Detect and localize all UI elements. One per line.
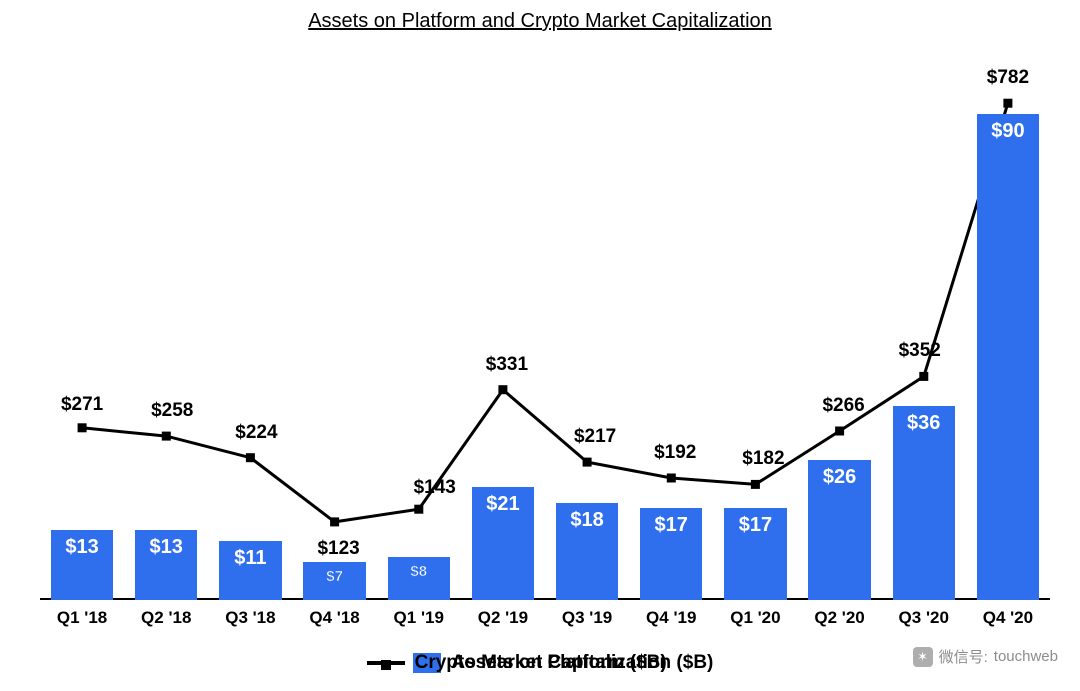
bar: $90 [977, 114, 1039, 600]
bar-value-label: $21 [472, 493, 534, 516]
bar-value-label: $36 [893, 412, 955, 435]
line-value-label: $266 [822, 395, 864, 417]
line-value-label: $192 [654, 442, 696, 464]
watermark-prefix: 微信号: [939, 646, 988, 667]
line-value-label: $217 [574, 426, 616, 448]
line-value-label: $352 [899, 340, 941, 362]
line-value-label: $271 [61, 394, 103, 416]
bar: $11 [219, 541, 281, 600]
bar-value-label: $90 [977, 120, 1039, 143]
line-marker [246, 453, 255, 462]
line-marker [667, 474, 676, 483]
wechat-icon: ✶ [913, 647, 933, 667]
legend-line-swatch [367, 661, 405, 665]
line-value-label: $182 [742, 448, 784, 470]
chart-title: Assets on Platform and Crypto Market Cap… [0, 10, 1080, 33]
x-tick-label: Q1 '20 [713, 608, 797, 628]
line-marker [414, 505, 423, 514]
line-marker [583, 458, 592, 467]
line-marker [751, 480, 760, 489]
bar: $13 [135, 530, 197, 600]
line-marker [1003, 99, 1012, 108]
bar-value-label: $8 [388, 563, 450, 580]
x-tick-label: Q4 '20 [966, 608, 1050, 628]
bar: $21 [472, 487, 534, 600]
line-value-label: $143 [414, 477, 456, 499]
bar-value-label: $17 [724, 514, 786, 537]
watermark: ✶ 微信号: touchweb [913, 646, 1058, 667]
line-value-label: $224 [235, 422, 277, 444]
bar-value-label: $13 [135, 536, 197, 559]
line-value-label: $331 [486, 354, 528, 376]
bar-value-label: $11 [219, 547, 281, 570]
line-marker [835, 427, 844, 436]
bar: $7 [303, 562, 365, 600]
line-value-label: $123 [317, 538, 359, 560]
bar-value-label: $7 [303, 568, 365, 585]
bar: $17 [640, 508, 702, 600]
bar: $17 [724, 508, 786, 600]
line-marker [78, 423, 87, 432]
bar-value-label: $18 [556, 509, 618, 532]
bar-value-label: $17 [640, 514, 702, 537]
line-marker [919, 372, 928, 381]
legend-item: Crypto Market Capitalization ($B) [367, 652, 714, 674]
x-tick-label: Q1 '19 [377, 608, 461, 628]
line-marker [498, 385, 507, 394]
x-tick-label: Q3 '19 [545, 608, 629, 628]
bar: $18 [556, 503, 618, 600]
line-marker [330, 517, 339, 526]
line-value-label: $258 [151, 400, 193, 422]
bar: $13 [51, 530, 113, 600]
x-tick-label: Q4 '18 [293, 608, 377, 628]
x-tick-label: Q4 '19 [629, 608, 713, 628]
x-tick-label: Q3 '18 [208, 608, 292, 628]
watermark-account: touchweb [994, 648, 1058, 665]
x-tick-label: Q2 '20 [798, 608, 882, 628]
legend-label: Crypto Market Capitalization ($B) [415, 652, 714, 674]
bar: $26 [808, 460, 870, 600]
line-value-label: $782 [987, 67, 1029, 89]
bar: $36 [893, 406, 955, 600]
bar-value-label: $13 [51, 536, 113, 559]
x-tick-label: Q1 '18 [40, 608, 124, 628]
bar: $8 [388, 557, 450, 600]
plot-area: $13 $13 $11 $7 $8 $21 $18 $17 $17 $26 $36 $90 $271 $2… [40, 60, 1050, 600]
x-tick-label: Q3 '20 [882, 608, 966, 628]
bar-value-label: $26 [808, 466, 870, 489]
x-tick-label: Q2 '19 [461, 608, 545, 628]
x-tick-label: Q2 '18 [124, 608, 208, 628]
line-marker [162, 432, 171, 441]
